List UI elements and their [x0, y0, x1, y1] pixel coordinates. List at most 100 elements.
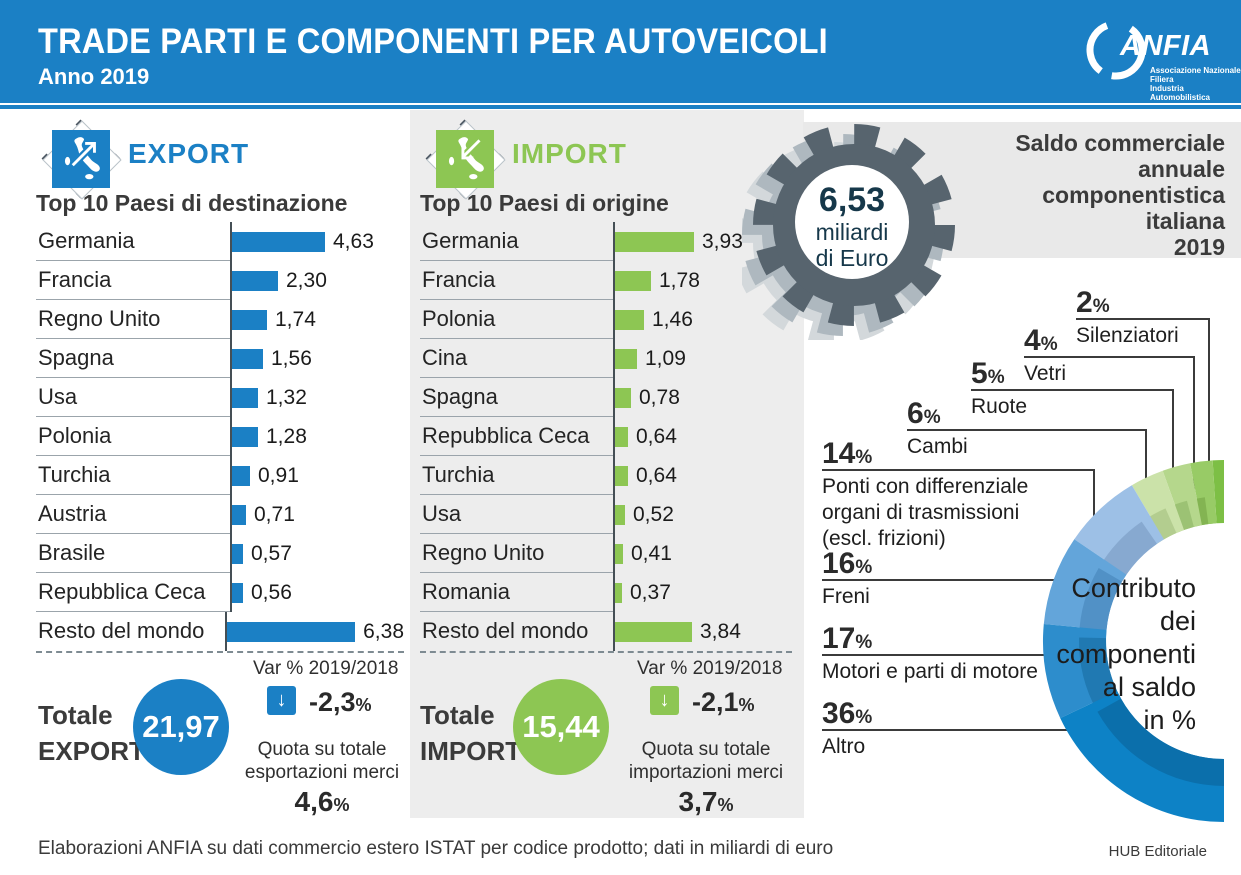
donut-callout-label: Ponti con differenziale organi di trasmi… — [822, 475, 1029, 550]
bar-row: Cina 1,09 — [420, 339, 792, 378]
country-label: Regno Unito — [420, 534, 613, 573]
bar-area: 6,38 — [225, 612, 404, 651]
country-label: Turchia — [420, 456, 613, 495]
bar-row: Resto del mondo 3,84 — [420, 612, 792, 651]
donut-callout-line — [822, 654, 1056, 656]
import-total-label: Totale IMPORT — [420, 700, 522, 766]
bar-value: 3,93 — [702, 229, 743, 253]
bar-area: 3,93 — [613, 222, 792, 261]
country-label: Cina — [420, 339, 613, 378]
bar-value: 1,56 — [271, 346, 312, 370]
bar-value: 1,78 — [659, 268, 700, 292]
import-section-title: IMPORT — [512, 138, 627, 169]
bar-area: 2,30 — [230, 261, 404, 300]
country-label: Usa — [36, 378, 230, 417]
bar-value: 0,64 — [636, 424, 677, 448]
bar-value: 0,78 — [639, 385, 680, 409]
bar-row: Germania 4,63 — [36, 222, 404, 261]
donut-callout-pct: 16% — [822, 547, 873, 580]
gear-icon — [742, 124, 955, 340]
donut-callout-pct: 14% — [822, 437, 873, 470]
country-label: Austria — [36, 495, 230, 534]
bar-value: 3,84 — [700, 619, 741, 643]
country-label: Polonia — [420, 300, 613, 339]
bar-area: 0,64 — [613, 417, 792, 456]
donut-callout-line — [1076, 318, 1210, 320]
bar-area: 0,91 — [230, 456, 404, 495]
bar-row: Repubblica Ceca 0,56 — [36, 573, 404, 612]
bar-area: 1,32 — [230, 378, 404, 417]
saldo-value-block: 6,53 miliardi di Euro — [794, 181, 910, 271]
country-label: Repubblica Ceca — [420, 417, 613, 456]
bar-value: 6,38 — [363, 619, 404, 643]
donut-callout-pct: 5% — [971, 357, 1005, 390]
donut-callout-line — [822, 469, 1095, 471]
donut-segment — [1162, 463, 1202, 530]
bar-area: 1,78 — [613, 261, 792, 300]
donut-segment — [1190, 460, 1217, 526]
export-arrow-down-icon: ↓ — [267, 686, 296, 715]
bar-area: 4,63 — [230, 222, 404, 261]
bar — [232, 270, 278, 291]
page-subtitle: Anno 2019 — [38, 64, 150, 89]
donut-callout-label: Vetri — [1024, 362, 1067, 385]
bar — [615, 426, 628, 447]
saldo-title: Saldo commerciale annuale componentistic… — [1015, 130, 1225, 260]
bar-row: Spagna 0,78 — [420, 378, 792, 417]
export-chart-title: Top 10 Paesi di destinazione — [36, 190, 348, 216]
bar — [615, 582, 622, 603]
bar-value: 4,63 — [333, 229, 374, 253]
country-label: Germania — [36, 222, 230, 261]
donut-segment-shade — [1097, 698, 1224, 786]
bar-row: Turchia 0,91 — [36, 456, 404, 495]
bar-area: 0,57 — [230, 534, 404, 573]
bar — [227, 621, 356, 642]
country-label: Romania — [420, 573, 613, 612]
donut-chart — [1043, 460, 1224, 822]
import-var-value: -2,1% — [692, 687, 755, 717]
bar-value: 0,41 — [631, 541, 672, 565]
footer-source: Elaborazioni ANFIA su dati commercio est… — [38, 838, 834, 859]
donut-callout-label: Altro — [822, 735, 866, 758]
page-title: TRADE PARTI E COMPONENTI PER AUTOVEICOLI — [38, 22, 828, 61]
donut-callout-line — [822, 729, 1078, 731]
country-label: Brasile — [36, 534, 230, 573]
import-chart-title: Top 10 Paesi di origine — [420, 190, 669, 216]
bar-row: Resto del mondo 6,38 — [36, 612, 404, 651]
bar — [232, 387, 258, 408]
donut-callout-drop-line — [1208, 318, 1210, 490]
donut-callout-label: Cambi — [907, 435, 968, 458]
header-divider — [0, 105, 1241, 109]
bar-value: 0,37 — [630, 580, 671, 604]
saldo-value: 6,53 — [818, 181, 886, 219]
bar — [232, 504, 246, 525]
bar-row: Polonia 1,46 — [420, 300, 792, 339]
bar-row: Austria 0,71 — [36, 495, 404, 534]
bar — [232, 309, 267, 330]
donut-callout-label: Silenziatori — [1076, 324, 1179, 347]
bar — [615, 270, 651, 291]
import-italy-icon — [425, 119, 506, 200]
donut-segment-shade — [1079, 568, 1123, 639]
import-quota-label: Quota su totale importazioni merci — [628, 739, 784, 783]
export-quota-value: 4,6% — [294, 786, 350, 817]
donut-callout-drop-line — [1093, 469, 1095, 538]
anfia-logo — [1086, 12, 1236, 100]
bar-row: Spagna 1,56 — [36, 339, 404, 378]
bar — [615, 543, 623, 564]
bar-area: 0,78 — [613, 378, 792, 417]
donut-callout-label: Motori e parti di motore — [822, 660, 1038, 683]
bar-row: Francia 2,30 — [36, 261, 404, 300]
bar — [232, 426, 258, 447]
bar — [232, 582, 243, 603]
saldo-unit: miliardi di Euro — [815, 219, 889, 271]
donut-callout-line — [1024, 356, 1195, 358]
bar-value: 0,57 — [251, 541, 292, 565]
bar-value: 1,28 — [266, 424, 307, 448]
bar-area: 0,52 — [613, 495, 792, 534]
bar-row: Usa 0,52 — [420, 495, 792, 534]
country-label: Spagna — [420, 378, 613, 417]
bar — [232, 348, 263, 369]
export-total-value: 21,97 — [142, 709, 220, 744]
donut-center-text: Contributo dei componenti al saldo in % — [1056, 573, 1196, 735]
